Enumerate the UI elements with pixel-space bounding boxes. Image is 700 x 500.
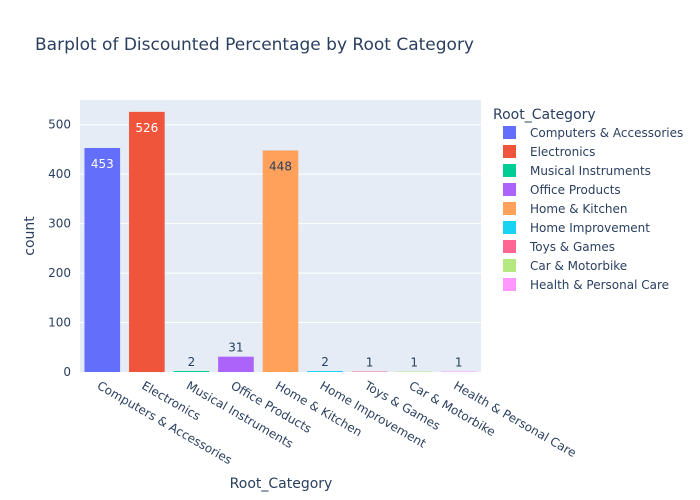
legend-swatch — [503, 221, 516, 234]
bar — [262, 150, 299, 372]
bar — [173, 371, 210, 372]
data-label: 1 — [410, 356, 418, 370]
bar — [84, 147, 121, 372]
data-label: 31 — [228, 341, 243, 355]
legend-item-label: Computers & Accessories — [530, 126, 683, 140]
y-tick-label: 300 — [48, 217, 71, 231]
bar — [129, 111, 165, 373]
data-label: 453 — [91, 157, 114, 171]
legend-swatch — [503, 202, 516, 215]
chart-title: Barplot of Discounted Percentage by Root… — [35, 35, 474, 55]
bar — [396, 371, 432, 373]
bar — [440, 371, 477, 373]
data-label: 1 — [455, 356, 463, 370]
legend-title: Root_Category — [493, 107, 596, 123]
y-tick-label: 500 — [48, 118, 71, 132]
legend-item-label: Toys & Games — [529, 240, 615, 254]
legend-swatch — [503, 240, 516, 253]
legend-item-label: Musical Instruments — [530, 164, 651, 178]
data-label: 1 — [366, 356, 374, 370]
data-label: 2 — [188, 355, 196, 369]
legend-swatch — [503, 183, 516, 196]
bar — [351, 371, 388, 373]
data-label: 2 — [321, 355, 329, 369]
legend-item-label: Home & Kitchen — [530, 202, 628, 216]
y-axis-title: count — [22, 216, 38, 256]
legend-swatch — [503, 145, 516, 158]
y-tick-label: 0 — [63, 365, 71, 379]
legend-swatch — [503, 164, 516, 177]
data-label: 526 — [135, 121, 158, 135]
y-tick-label: 100 — [48, 316, 71, 330]
legend-item-label: Car & Motorbike — [530, 259, 627, 273]
bar — [218, 356, 254, 372]
y-tick-label: 400 — [48, 167, 71, 181]
data-label: 448 — [269, 159, 292, 173]
legend-swatch — [503, 259, 516, 272]
legend-swatch — [503, 278, 516, 291]
y-tick-label: 200 — [48, 266, 71, 280]
legend-swatch — [503, 126, 516, 139]
legend-item-label: Electronics — [530, 145, 595, 159]
legend-item-label: Health & Personal Care — [530, 278, 669, 292]
legend-item-label: Home Improvement — [530, 221, 650, 235]
legend-item-label: Office Products — [530, 183, 621, 197]
legend: Root_Category Computers & Accessories Ele… — [493, 107, 683, 292]
x-axis-title: Root_Category — [230, 476, 333, 492]
bar — [307, 371, 343, 372]
